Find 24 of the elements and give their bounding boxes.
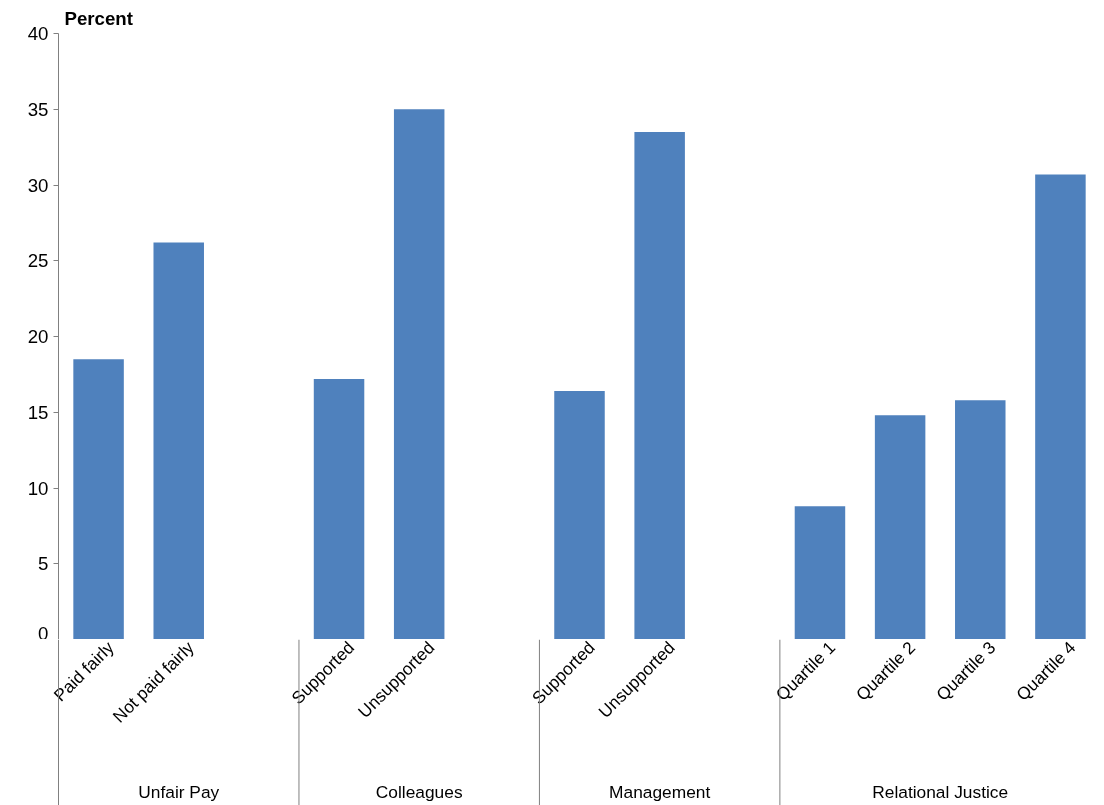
y-axis-title: Percent — [64, 7, 133, 29]
y-tick-label: 30 — [27, 174, 49, 196]
bar — [794, 506, 846, 639]
y-tick-label: 10 — [27, 477, 49, 499]
y-tick-label: 5 — [38, 553, 49, 575]
y-tick-label: 35 — [27, 98, 49, 120]
bar — [955, 400, 1006, 639]
bar — [1035, 174, 1086, 639]
y-tick-label: 15 — [27, 401, 49, 423]
bar — [554, 391, 605, 639]
text: Relational Justice — [872, 782, 1009, 803]
y-tick-label: 0 — [38, 622, 49, 644]
bar — [634, 131, 685, 639]
text: Colleagues — [375, 782, 463, 803]
bar — [874, 415, 926, 639]
bar — [73, 359, 124, 639]
bar — [153, 242, 204, 639]
text: Unfair Pay — [138, 782, 220, 803]
bar — [393, 109, 445, 639]
y-tick-label: 20 — [27, 326, 49, 347]
bar — [313, 378, 365, 639]
y-tick-label: 40 — [27, 23, 49, 44]
text: Management — [609, 782, 711, 803]
y-tick-label: 25 — [27, 250, 49, 272]
